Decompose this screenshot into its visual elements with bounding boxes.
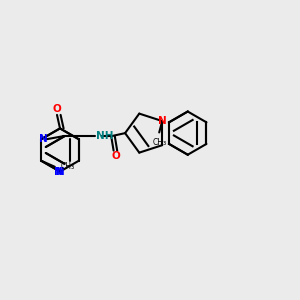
Text: CH₃: CH₃ bbox=[60, 162, 74, 171]
Text: N: N bbox=[56, 167, 64, 177]
Text: O: O bbox=[52, 104, 62, 115]
Text: N: N bbox=[158, 116, 167, 126]
Text: N: N bbox=[39, 134, 48, 144]
Text: N: N bbox=[54, 167, 63, 177]
Text: CH₃: CH₃ bbox=[152, 138, 166, 147]
Text: O: O bbox=[111, 151, 120, 161]
Text: NH: NH bbox=[97, 131, 114, 141]
